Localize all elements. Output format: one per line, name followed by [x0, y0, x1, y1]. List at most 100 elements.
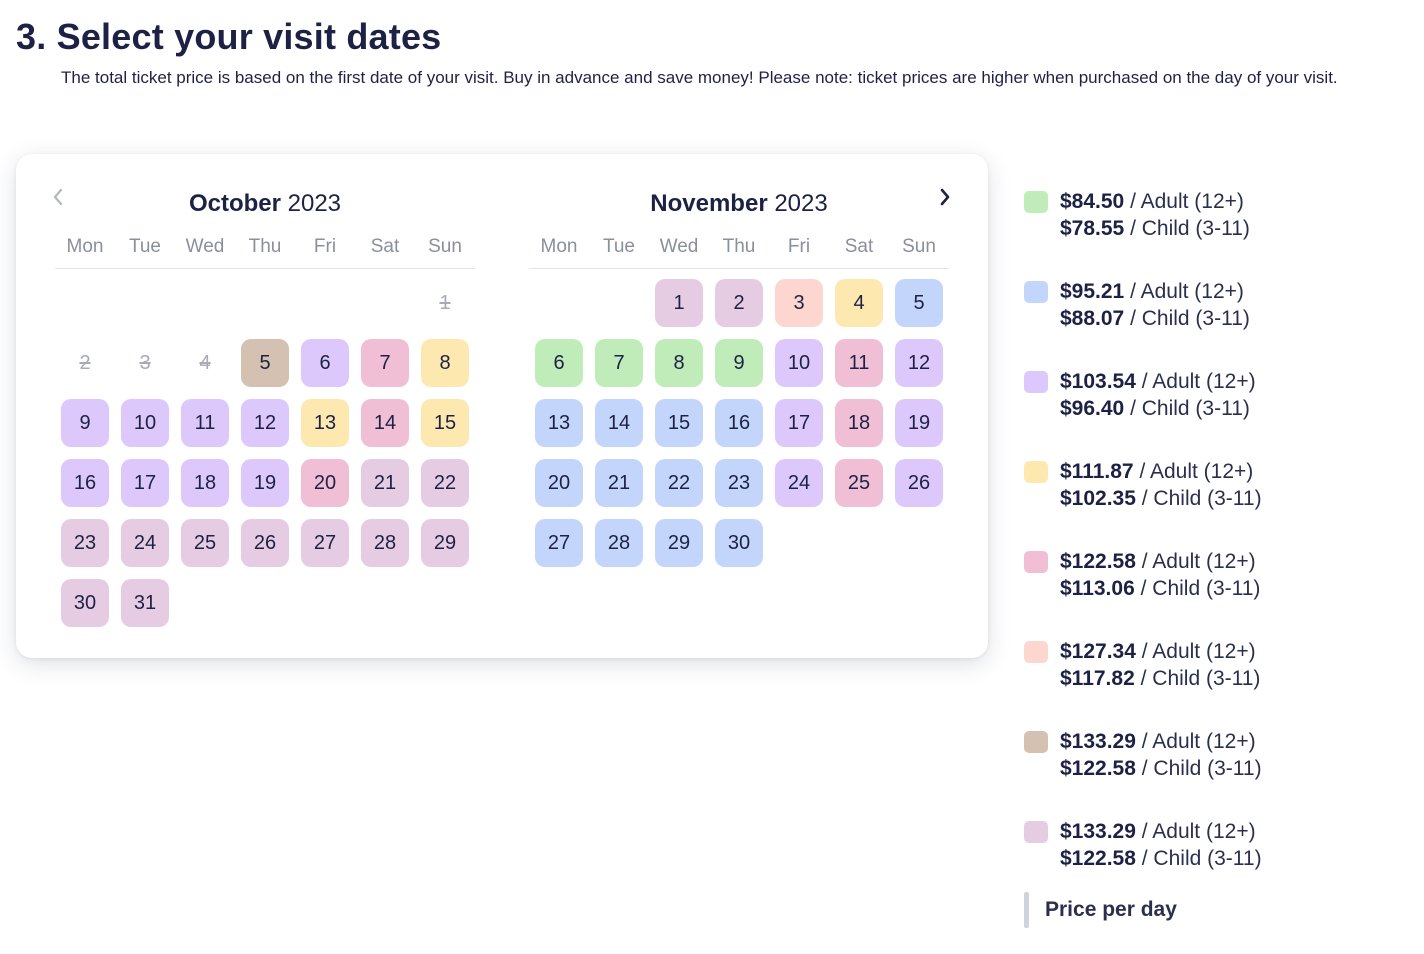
day-button[interactable]: 6	[301, 339, 349, 387]
day-cell: 7	[589, 333, 649, 393]
day-cell: 27	[295, 513, 355, 573]
day-button[interactable]: 10	[775, 339, 823, 387]
day-button[interactable]: 22	[421, 459, 469, 507]
day-cell: 3	[769, 273, 829, 333]
day-button[interactable]: 22	[655, 459, 703, 507]
day-cell: 2	[55, 333, 115, 393]
day-button[interactable]: 8	[421, 339, 469, 387]
day-cell: 8	[649, 333, 709, 393]
day-button[interactable]: 7	[595, 339, 643, 387]
month-name: October	[188, 190, 281, 217]
day-button[interactable]: 16	[715, 399, 763, 447]
price-per-day-text: Price per day	[1045, 898, 1177, 921]
day-button[interactable]: 24	[121, 519, 169, 567]
day-button[interactable]: 3	[775, 279, 823, 327]
day-button[interactable]: 26	[895, 459, 943, 507]
day-button[interactable]: 27	[535, 519, 583, 567]
day-button[interactable]: 28	[361, 519, 409, 567]
day-button[interactable]: 30	[61, 579, 109, 627]
day-button[interactable]: 20	[301, 459, 349, 507]
day-button[interactable]: 19	[895, 399, 943, 447]
chevron-right-icon[interactable]	[932, 184, 958, 210]
day-cell: 1	[415, 273, 475, 333]
calendar-card	[16, 154, 988, 658]
day-button[interactable]: 13	[535, 399, 583, 447]
weekday-label: Wed	[185, 236, 225, 257]
day-button[interactable]: 6	[535, 339, 583, 387]
day-button[interactable]: 18	[835, 399, 883, 447]
day-button[interactable]: 4	[835, 279, 883, 327]
child-label: / Child (3-11)	[1141, 757, 1262, 780]
day-cell: 30	[55, 573, 115, 633]
day-button[interactable]: 11	[835, 339, 883, 387]
day-button[interactable]: 13	[301, 399, 349, 447]
legend-item: $133.29 / Adult (12+) $122.58 / Child (3-…	[1024, 728, 1414, 818]
day-button[interactable]: 18	[181, 459, 229, 507]
day-button[interactable]: 25	[835, 459, 883, 507]
day-cell: 5	[235, 333, 295, 393]
day-button[interactable]: 1	[655, 279, 703, 327]
day-button[interactable]: 17	[775, 399, 823, 447]
day-button[interactable]: 2	[715, 279, 763, 327]
day-button[interactable]: 5	[895, 279, 943, 327]
day-button[interactable]: 15	[421, 399, 469, 447]
day-grid: 1 2 3 4 5 6 7 8 9 10 11 12 13 14 15 16 17 18 19 20 21 22 23 24 2…	[55, 269, 475, 633]
day-cell: 6	[529, 333, 589, 393]
day-button[interactable]: 21	[361, 459, 409, 507]
adult-label: / Adult (12+)	[1141, 640, 1256, 663]
day-cell: 10	[769, 333, 829, 393]
day-button[interactable]: 12	[895, 339, 943, 387]
empty-cell	[115, 273, 175, 333]
color-swatch	[1024, 461, 1048, 483]
day-button[interactable]: 9	[715, 339, 763, 387]
day-button[interactable]: 16	[61, 459, 109, 507]
child-price: $102.35	[1060, 487, 1136, 510]
day-button[interactable]: 27	[301, 519, 349, 567]
day-disabled: 2	[79, 351, 91, 374]
day-button[interactable]: 29	[421, 519, 469, 567]
chevron-left-icon[interactable]	[45, 184, 71, 210]
day-cell: 14	[355, 393, 415, 453]
month-year: 2023	[774, 190, 828, 217]
day-button[interactable]: 24	[775, 459, 823, 507]
day-button[interactable]: 14	[595, 399, 643, 447]
legend-item: $127.34 / Adult (12+) $117.82 / Child (3-…	[1024, 638, 1414, 728]
day-cell: 4	[175, 333, 235, 393]
day-button[interactable]: 17	[121, 459, 169, 507]
child-label: / Child (3-11)	[1140, 577, 1261, 600]
day-cell: 21	[355, 453, 415, 513]
day-button[interactable]: 9	[61, 399, 109, 447]
day-button[interactable]: 23	[61, 519, 109, 567]
day-button[interactable]: 14	[361, 399, 409, 447]
day-button[interactable]: 31	[121, 579, 169, 627]
day-button[interactable]: 29	[655, 519, 703, 567]
day-button[interactable]: 12	[241, 399, 289, 447]
day-cell: 24	[115, 513, 175, 573]
day-button[interactable]: 23	[715, 459, 763, 507]
day-button[interactable]: 28	[595, 519, 643, 567]
weekday-label: Tue	[602, 236, 636, 257]
color-swatch	[1024, 641, 1048, 663]
weekday-label: Fri	[787, 236, 811, 257]
day-button[interactable]: 25	[181, 519, 229, 567]
day-cell: 11	[175, 393, 235, 453]
day-cell: 5	[889, 273, 949, 333]
child-price: $78.55	[1060, 217, 1125, 240]
day-button[interactable]: 21	[595, 459, 643, 507]
child-price: $122.58	[1060, 757, 1136, 780]
day-button[interactable]: 8	[655, 339, 703, 387]
day-button[interactable]: 10	[121, 399, 169, 447]
day-button[interactable]: 7	[361, 339, 409, 387]
day-button[interactable]: 20	[535, 459, 583, 507]
day-button[interactable]: 11	[181, 399, 229, 447]
empty-cell	[589, 273, 649, 333]
day-button[interactable]: 19	[241, 459, 289, 507]
weekday-label: Tue	[128, 236, 162, 257]
day-button[interactable]: 5	[241, 339, 289, 387]
day-button[interactable]: 30	[715, 519, 763, 567]
day-button[interactable]: 26	[241, 519, 289, 567]
day-button[interactable]: 15	[655, 399, 703, 447]
empty-cell	[295, 273, 355, 333]
